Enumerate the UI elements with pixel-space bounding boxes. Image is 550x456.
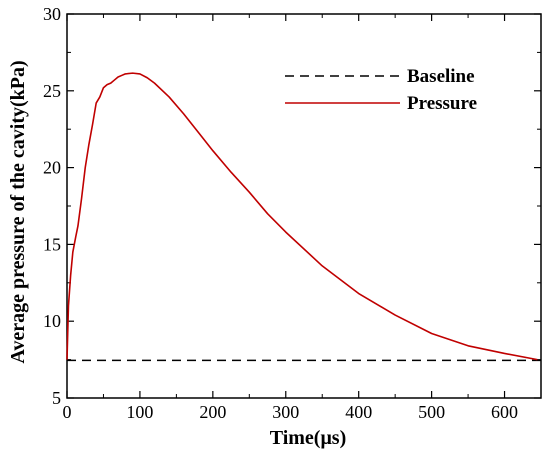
y-axis-label: Average pressure of the cavity(kPa) <box>7 60 29 363</box>
series-layer <box>66 72 541 362</box>
ticks-layer: 0 100 200 300 400 500 600 5 10 15 20 25 30 <box>43 4 541 422</box>
x-tick-label: 400 <box>345 402 372 422</box>
y-tick-label: 5 <box>52 388 61 408</box>
axis-labels-layer: Time(μs) Average pressure of the cavity(k… <box>7 60 346 449</box>
y-tick-label: 10 <box>43 311 61 331</box>
series-line-pressure <box>66 72 538 361</box>
x-tick-label: 300 <box>272 402 299 422</box>
x-tick-label: 0 <box>63 402 72 422</box>
x-tick-label: 600 <box>491 402 518 422</box>
y-tick-label: 30 <box>43 4 61 24</box>
x-tick-label: 200 <box>199 402 226 422</box>
y-tick-label: 15 <box>43 234 61 254</box>
legend: Baseline Pressure <box>285 66 477 114</box>
x-tick-label: 100 <box>126 402 153 422</box>
y-tick-label: 20 <box>43 158 61 178</box>
x-tick-label: 500 <box>418 402 445 422</box>
legend-label-baseline: Baseline <box>407 66 475 87</box>
legend-label-pressure: Pressure <box>407 93 477 114</box>
x-axis-label: Time(μs) <box>270 427 347 449</box>
y-tick-label: 25 <box>43 81 61 101</box>
